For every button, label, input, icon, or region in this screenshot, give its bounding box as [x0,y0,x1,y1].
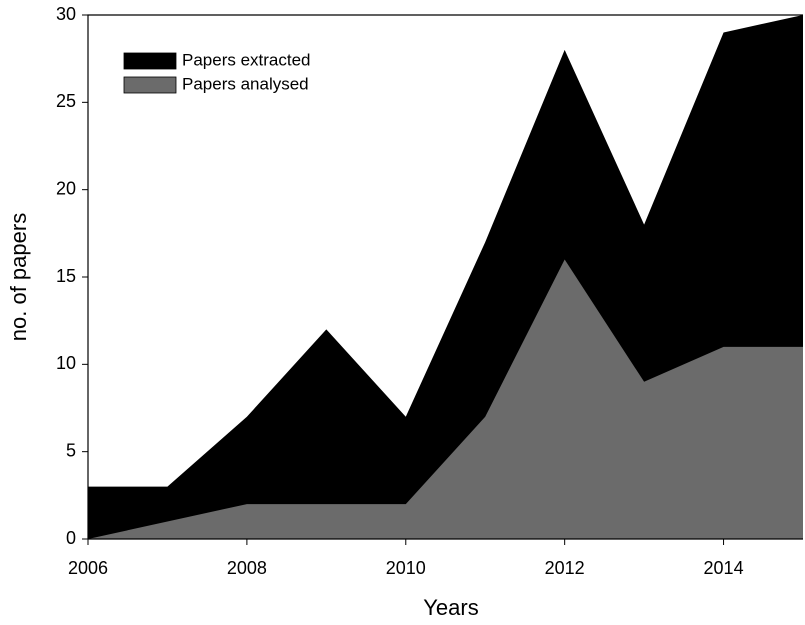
y-tick-label: 5 [66,440,76,460]
x-tick-label: 2008 [227,558,267,578]
x-tick-label: 2006 [68,558,108,578]
y-tick-label: 20 [56,178,76,198]
legend-swatch [123,52,177,70]
y-tick-label: 0 [66,528,76,548]
area [88,259,803,539]
x-tick-label: 2014 [704,558,744,578]
legend-swatch [123,76,177,94]
legend-label: Papers extracted [182,50,311,69]
legend-label: Papers analysed [182,74,309,93]
x-tick-label: 2010 [386,558,426,578]
x-tick-label: 2012 [545,558,585,578]
y-tick-label: 30 [56,4,76,24]
y-tick-label: 25 [56,91,76,111]
y-tick-label: 10 [56,353,76,373]
y-tick-label: 15 [56,266,76,286]
x-axis-title: Years [423,595,478,620]
y-axis-title: no. of papers [6,213,31,341]
